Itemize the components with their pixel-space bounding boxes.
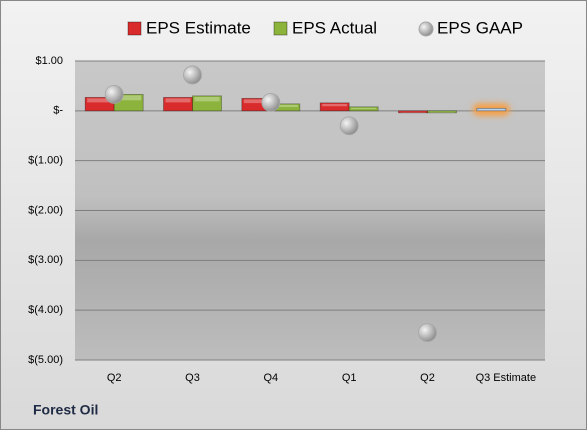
bar-shine [165, 98, 191, 103]
y-tick-label: $(1.00) [28, 155, 63, 167]
legend-swatch [273, 21, 288, 36]
gaap-marker [261, 92, 281, 112]
bar-shine [87, 98, 113, 103]
y-tick-label: $(2.00) [28, 204, 63, 216]
x-tick-label: Q2 [107, 372, 122, 384]
gaap-marker [339, 116, 359, 136]
bar [192, 95, 222, 112]
y-tick-label: $(3.00) [28, 254, 63, 266]
gaap-marker [104, 84, 124, 104]
gaap-marker [418, 323, 437, 342]
x-tick-label: Q2 [420, 372, 435, 384]
legend-swatch [127, 21, 142, 36]
bar [427, 110, 457, 114]
bar-shine [272, 104, 298, 107]
bar-shine [351, 107, 377, 110]
legend-label: EPS Actual [292, 18, 377, 37]
legend-label: EPS Estimate [146, 18, 251, 37]
bar-shine [116, 95, 142, 101]
x-tick-label: Q4 [263, 372, 278, 384]
x-tick-label: Q1 [342, 372, 357, 384]
legend-swatch [418, 21, 434, 37]
bar-shine [322, 103, 348, 107]
bar-shine [400, 111, 426, 113]
legend-label: EPS GAAP [437, 18, 523, 37]
bar-shine [478, 109, 504, 111]
bar-shine [194, 96, 220, 102]
gaap-marker [183, 65, 202, 85]
y-tick-label: $(5.00) [28, 354, 63, 366]
x-tick-label: Q3 [185, 372, 200, 384]
y-tick-label: $- [53, 105, 63, 117]
y-tick-label: $(4.00) [28, 304, 63, 316]
bar [348, 106, 379, 112]
footer: Forest Oil [33, 402, 98, 418]
bar-shine [429, 111, 455, 113]
x-tick-label: Q3 Estimate [476, 372, 537, 384]
y-tick-label: $1.00 [35, 55, 63, 67]
bar-shine [243, 99, 269, 104]
bar [476, 107, 507, 112]
